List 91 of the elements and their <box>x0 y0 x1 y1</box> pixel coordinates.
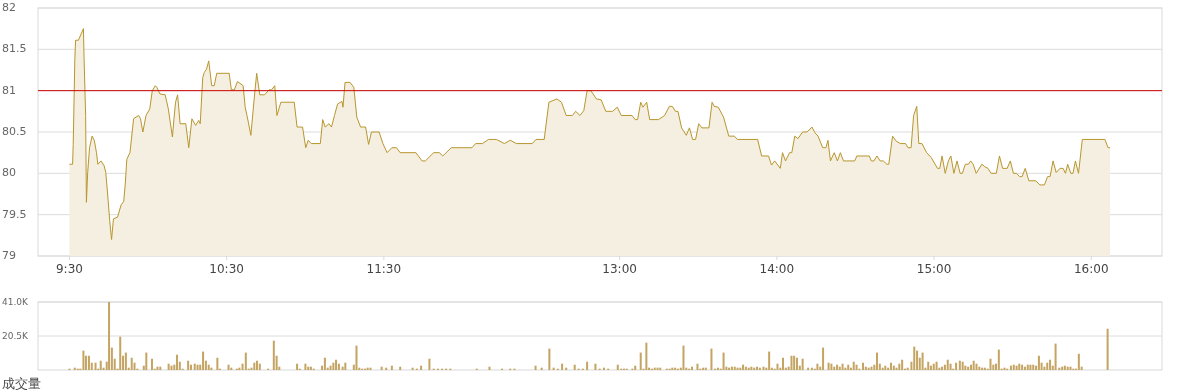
bar <box>99 360 102 370</box>
bar <box>781 357 784 370</box>
bar <box>258 363 261 370</box>
bar <box>87 355 90 370</box>
bar <box>1037 355 1040 370</box>
bar <box>94 362 97 370</box>
x-tick-label: 13:00 <box>602 262 637 276</box>
bar <box>244 352 247 370</box>
bar <box>935 361 938 370</box>
bar <box>898 363 901 370</box>
bar <box>645 342 648 370</box>
bar <box>130 357 133 370</box>
bar <box>323 357 326 370</box>
x-tick-label: 10:30 <box>209 262 244 276</box>
bar <box>216 357 219 370</box>
bar <box>946 359 949 370</box>
x-axis-title: 成交量 <box>2 376 41 391</box>
bar <box>1029 364 1032 370</box>
bar <box>548 348 551 370</box>
y-tick-label: 81.5 <box>2 42 27 56</box>
bar <box>997 349 1000 370</box>
bar <box>961 361 964 370</box>
bar <box>187 360 190 370</box>
bar <box>124 352 127 370</box>
bar <box>133 362 136 370</box>
bar <box>616 364 619 370</box>
bar <box>682 345 685 370</box>
bar <box>852 361 855 370</box>
bar <box>337 363 340 370</box>
bar <box>955 362 958 370</box>
bar <box>722 352 725 370</box>
y-tick-label: 79.5 <box>2 207 27 221</box>
x-tick-label: 11:30 <box>366 262 402 276</box>
bar <box>949 363 952 370</box>
bar <box>296 363 299 370</box>
bar <box>927 361 930 370</box>
bar <box>989 358 992 370</box>
bar <box>1106 328 1109 370</box>
bar <box>862 362 864 370</box>
y-tick-label: 41.0K <box>2 296 30 307</box>
bar <box>639 352 642 370</box>
bar <box>972 360 975 370</box>
bar <box>202 351 205 370</box>
x-tick-label: 14:00 <box>759 262 795 276</box>
y-tick-label: 20.5K <box>2 330 30 341</box>
x-tick-label: 9:30 <box>55 262 83 276</box>
bar <box>1054 343 1057 370</box>
bar <box>790 355 793 370</box>
bar <box>801 358 804 370</box>
bar <box>150 358 153 370</box>
bar <box>84 355 87 370</box>
y-tick-label: 80 <box>2 166 16 180</box>
bar <box>196 364 199 370</box>
x-tick-label: 16:00 <box>1073 262 1109 276</box>
bar <box>344 362 347 370</box>
bar <box>855 364 858 370</box>
bar <box>145 352 148 370</box>
bar <box>921 352 924 370</box>
bar <box>875 352 878 370</box>
bar <box>175 354 178 370</box>
y-tick-label: 80.5 <box>2 125 27 138</box>
x-tick-label: 15:00 <box>916 262 952 276</box>
bar <box>189 364 192 370</box>
bar <box>1077 353 1080 370</box>
bar <box>776 363 779 370</box>
y-tick-label: 82 <box>2 1 16 14</box>
bar <box>586 361 589 370</box>
bar <box>193 363 196 370</box>
bar <box>573 364 576 370</box>
bar <box>913 346 916 370</box>
bar <box>822 347 825 370</box>
y-tick-label: 79 <box>2 249 16 262</box>
bar <box>901 359 904 370</box>
bar <box>428 358 431 370</box>
bar <box>710 348 713 370</box>
bar <box>594 363 597 370</box>
bar <box>958 360 961 370</box>
bar <box>1046 362 1049 370</box>
bar <box>1049 359 1052 370</box>
bar <box>561 363 564 370</box>
bar <box>119 336 122 370</box>
bar <box>108 302 111 370</box>
bar <box>916 350 919 370</box>
bar <box>335 359 338 370</box>
y-tick-label: 81 <box>2 83 16 97</box>
bar <box>696 363 699 370</box>
bar <box>355 345 358 370</box>
bar <box>827 362 830 370</box>
bar <box>768 351 771 370</box>
bar <box>82 350 85 370</box>
bar <box>272 340 275 370</box>
